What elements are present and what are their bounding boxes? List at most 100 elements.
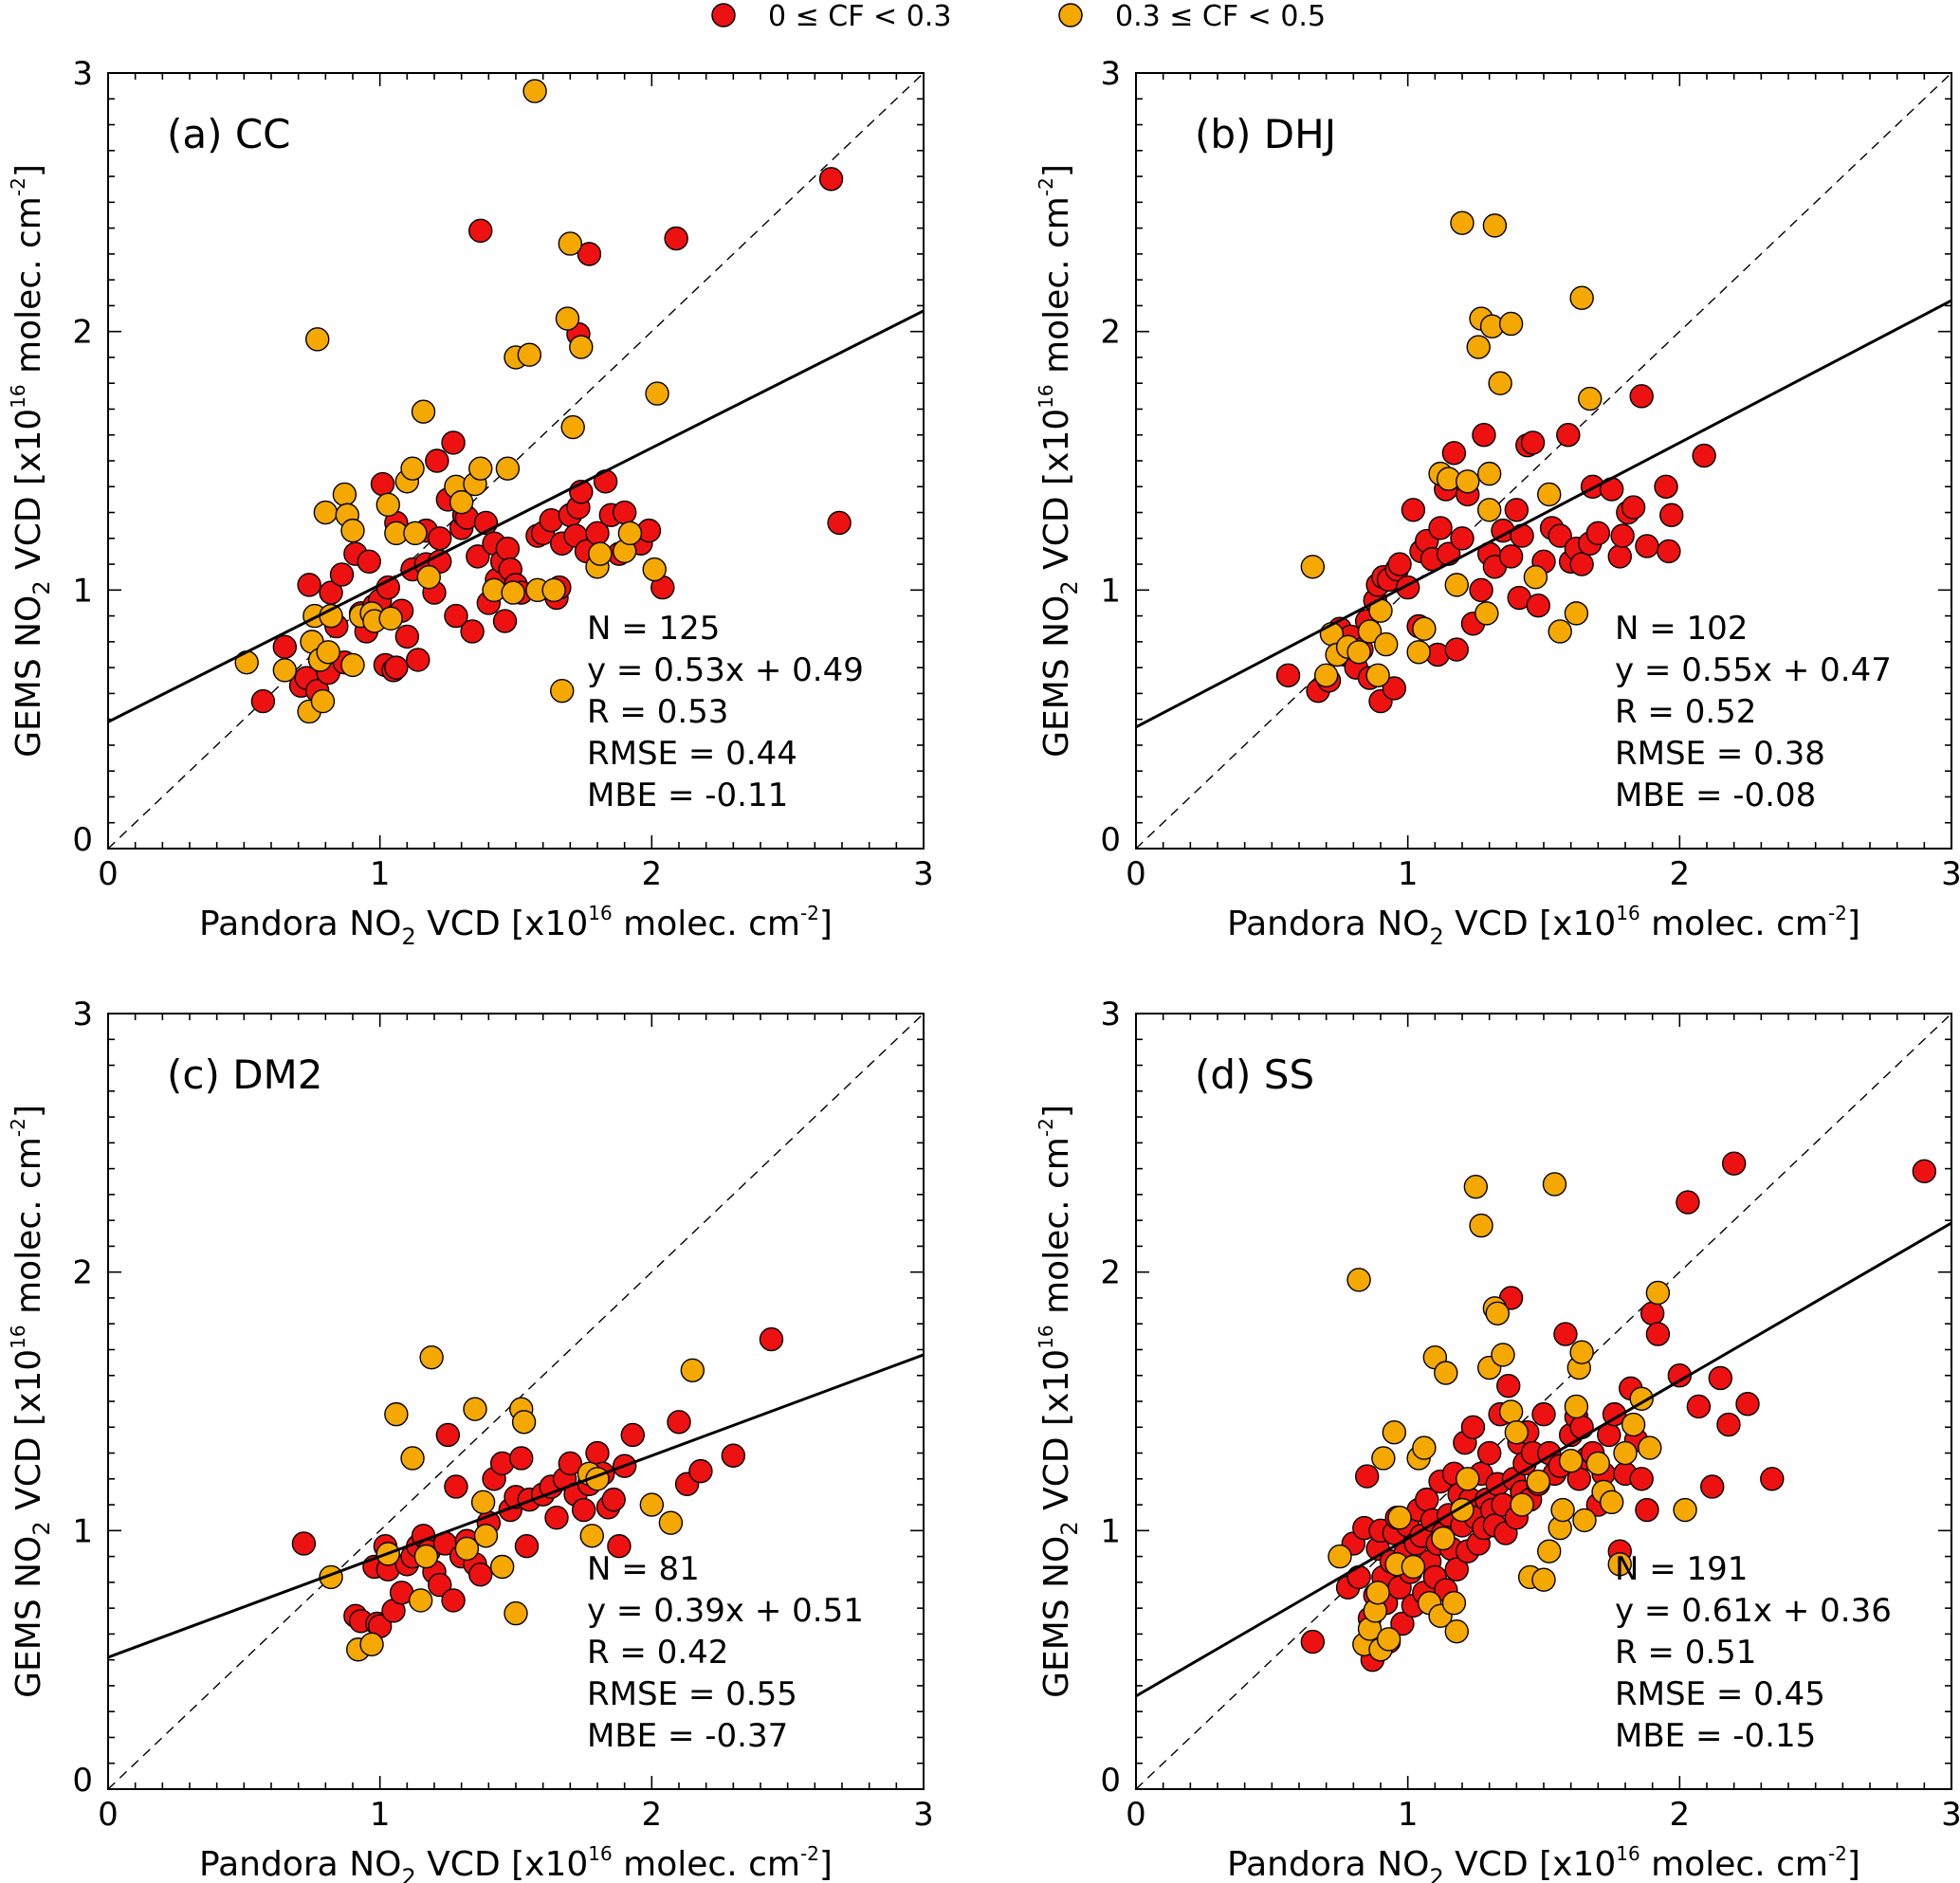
data-point xyxy=(1401,1554,1426,1580)
stat-line: R = 0.53 xyxy=(587,693,728,731)
data-point xyxy=(1469,577,1493,603)
stat-line: R = 0.51 xyxy=(1615,1634,1756,1672)
data-point xyxy=(558,1451,583,1476)
data-point xyxy=(1376,1627,1401,1652)
axis-ticks xyxy=(1135,1013,1952,1790)
stat-line: N = 191 xyxy=(1615,1550,1748,1588)
data-point xyxy=(1346,640,1371,665)
stat-line: y = 0.53x + 0.49 xyxy=(587,651,864,689)
data-point xyxy=(577,242,602,266)
data-point xyxy=(1610,523,1635,548)
data-point xyxy=(569,335,594,359)
data-point xyxy=(1466,335,1491,359)
data-point xyxy=(1550,1497,1575,1523)
axis-ticks xyxy=(1135,72,1952,850)
data-point xyxy=(612,500,637,525)
x-tick-label: 3 xyxy=(1941,1796,1960,1834)
data-point xyxy=(1382,1420,1407,1445)
data-point xyxy=(468,456,493,481)
series-high-cf xyxy=(1300,210,1603,688)
x-tick-label: 3 xyxy=(913,855,934,893)
data-point xyxy=(759,1326,784,1352)
data-point xyxy=(1585,1451,1611,1476)
data-point xyxy=(1564,1394,1589,1419)
data-point xyxy=(1673,1497,1697,1523)
data-point xyxy=(1491,1343,1515,1367)
y-tick-label: 3 xyxy=(1100,996,1121,1033)
data-point xyxy=(463,1397,487,1421)
data-point xyxy=(413,1544,439,1569)
y-tick-label: 2 xyxy=(1100,1254,1121,1292)
data-point xyxy=(517,342,542,367)
data-point xyxy=(1602,1401,1627,1427)
data-point xyxy=(441,1588,466,1613)
data-point xyxy=(1607,1552,1632,1577)
data-point xyxy=(466,544,490,569)
data-point xyxy=(495,537,521,561)
data-point xyxy=(1569,1415,1594,1439)
y-tick-label: 0 xyxy=(1100,1762,1121,1800)
y-tick-label: 1 xyxy=(72,572,93,610)
data-point xyxy=(291,1531,317,1556)
data-point xyxy=(1504,1420,1530,1445)
data-point xyxy=(1450,526,1475,551)
x-axis-label: Pandora NO2 VCD [x1016 molec. cm-2] xyxy=(199,1842,833,1883)
data-point xyxy=(1548,523,1572,548)
data-point xyxy=(1431,1526,1456,1551)
data-point xyxy=(658,1510,684,1535)
data-point xyxy=(1553,1322,1578,1346)
data-point xyxy=(250,688,276,714)
data-point xyxy=(332,482,357,507)
data-point xyxy=(495,456,521,481)
data-point xyxy=(558,231,583,256)
stat-line: MBE = -0.08 xyxy=(1615,777,1816,814)
data-point xyxy=(1645,1280,1671,1306)
data-point xyxy=(1444,1557,1469,1581)
data-point xyxy=(1735,1392,1760,1417)
data-point xyxy=(272,634,298,660)
data-point xyxy=(340,518,365,543)
data-point xyxy=(1607,544,1632,569)
data-point xyxy=(370,471,395,497)
data-point xyxy=(492,609,518,633)
y-axis-label: GEMS NO2 VCD [x1016 molec. cm-2] xyxy=(1035,164,1083,758)
data-point xyxy=(489,1554,515,1580)
y-tick-label: 3 xyxy=(72,996,93,1033)
data-point xyxy=(1621,1412,1646,1437)
data-point xyxy=(1382,676,1407,701)
x-tick-label: 1 xyxy=(370,1796,391,1834)
data-point xyxy=(1488,371,1512,395)
series-high-cf xyxy=(1328,1172,1697,1662)
data-point xyxy=(272,658,298,683)
data-point xyxy=(1434,1361,1458,1385)
data-point xyxy=(435,1422,461,1448)
data-point xyxy=(1520,430,1546,455)
data-point xyxy=(1444,637,1469,662)
stat-line: N = 125 xyxy=(587,610,720,648)
data-point xyxy=(340,652,365,678)
data-point xyxy=(1498,311,1524,337)
one-to-one-line xyxy=(1136,73,1951,849)
data-point xyxy=(1564,601,1589,626)
data-point xyxy=(1613,1440,1638,1466)
data-point xyxy=(1387,552,1412,576)
data-point xyxy=(1523,565,1548,590)
data-point xyxy=(818,167,844,192)
x-tick-label: 0 xyxy=(1126,1796,1146,1834)
data-point xyxy=(1629,1467,1654,1491)
data-point xyxy=(664,226,688,251)
panel-title: (d) SS xyxy=(1195,1051,1314,1098)
data-point xyxy=(1760,1467,1785,1491)
x-tick-label: 0 xyxy=(98,1796,119,1834)
panel-ss: 0 1 2 3 0 1 2 3 Pandora NO2 VCD [x1016 molec. cm… xyxy=(1035,996,1960,1883)
data-point xyxy=(607,1533,632,1559)
data-point xyxy=(444,603,468,629)
data-point xyxy=(1496,1373,1521,1399)
stat-line: RMSE = 0.44 xyxy=(587,735,797,773)
data-point xyxy=(1456,1467,1480,1491)
y-axis-label: GEMS NO2 VCD [x1016 molec. cm-2] xyxy=(1035,1105,1083,1698)
data-point xyxy=(425,448,449,473)
data-point xyxy=(1558,1449,1584,1473)
data-point xyxy=(329,562,355,587)
